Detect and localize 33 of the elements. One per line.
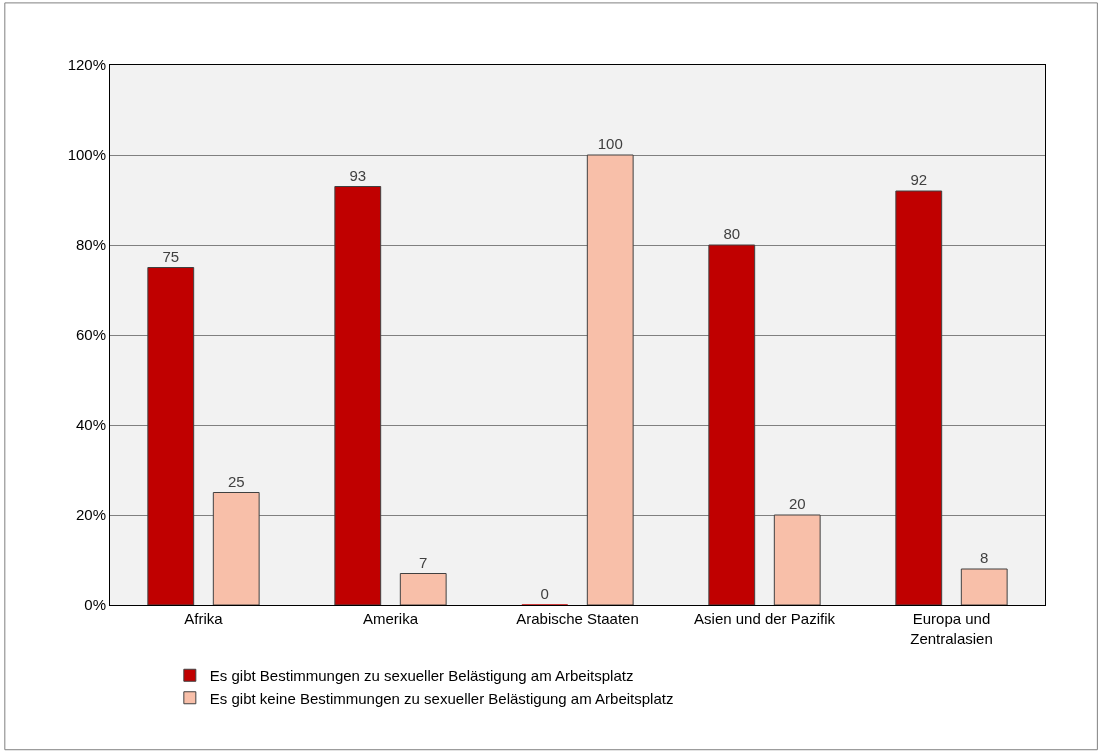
x-tick-label: Arabische Staaten [516, 610, 639, 627]
x-tick-label: Asien und der Pazifik [694, 610, 836, 627]
bar [773, 514, 821, 605]
data-label: 92 [910, 171, 928, 188]
bar [212, 492, 260, 605]
bar [708, 244, 756, 605]
data-label: 7 [419, 553, 428, 571]
bar [586, 154, 634, 605]
bar [334, 186, 382, 605]
data-label: 75 [162, 247, 180, 265]
y-tick-label: 80% [75, 236, 106, 254]
y-tick-label: 20% [75, 506, 106, 524]
x-tick-label: Europa und Zentralasien [910, 610, 993, 647]
data-label: 80 [723, 225, 741, 242]
bar [895, 190, 943, 605]
x-tick-label: Amerika [362, 610, 419, 627]
legend-label: Es gibt keine Bestimmungen zu sexueller Belästigung am Arbeitsplatz [209, 689, 674, 707]
x-tick-label: Afrika [184, 610, 224, 627]
y-tick-label: 40% [75, 416, 106, 434]
bar [960, 568, 1008, 605]
y-tick-label: 0% [84, 596, 106, 614]
legend-label: Es gibt Bestimmungen zu sexueller Belästigung am Arbeitsplatz [209, 667, 634, 685]
data-label: 100 [597, 135, 623, 152]
data-label: 0 [540, 585, 549, 602]
data-label: 25 [227, 472, 245, 490]
bar [147, 267, 195, 605]
bar [399, 573, 447, 605]
y-tick-label: 60% [75, 326, 106, 344]
data-label: 20 [788, 495, 806, 512]
y-tick-label: 120% [67, 56, 106, 74]
data-label: 8 [980, 549, 989, 566]
y-tick-label: 100% [67, 146, 106, 164]
data-label: 93 [349, 166, 367, 184]
